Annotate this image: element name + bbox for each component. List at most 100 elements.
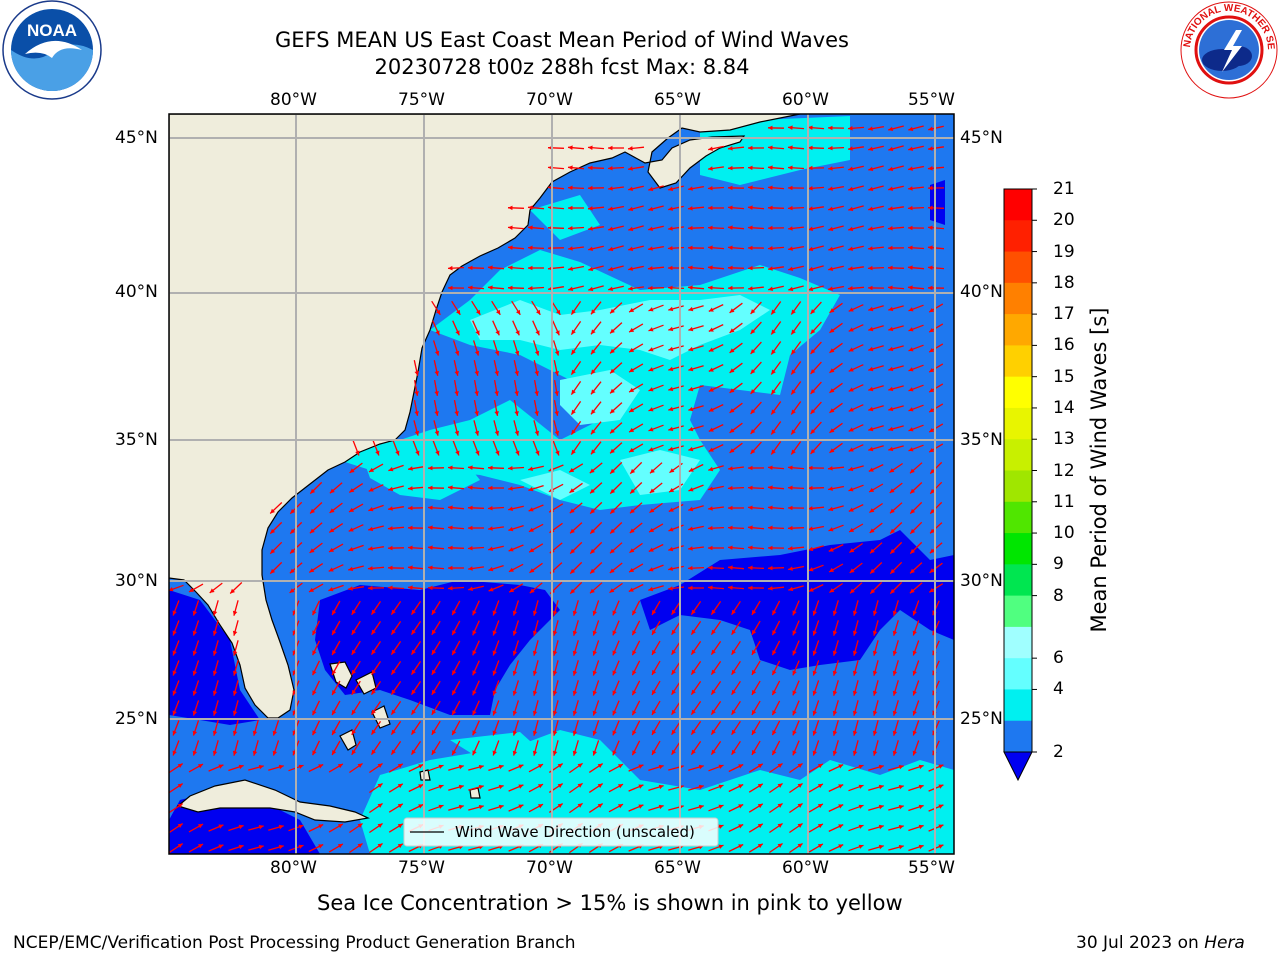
wind-wave-arrowhead [788, 185, 793, 191]
wind-wave-arrowhead [728, 505, 733, 511]
wind-wave-arrowhead [808, 246, 814, 252]
wind-wave-arrowhead [938, 804, 944, 809]
wind-wave-arrowhead [908, 407, 914, 412]
wind-wave-arrowhead [468, 546, 473, 551]
wind-wave-arrowhead [829, 328, 835, 333]
wind-wave-arrowhead [474, 371, 479, 376]
wind-wave-arrowhead [512, 670, 518, 676]
wind-wave-arrowhead [930, 468, 936, 474]
wind-wave-arrowhead [592, 670, 597, 676]
wind-wave-arrowhead [571, 409, 576, 415]
wind-wave-arrowhead [508, 285, 513, 291]
wind-wave-arrowhead [711, 629, 716, 635]
wind-wave-arrowhead [332, 690, 337, 695]
wind-wave-arrowhead [768, 246, 773, 251]
wind-wave-arrowhead [691, 649, 696, 655]
wind-wave-arrowhead [748, 145, 753, 151]
wind-wave-arrowhead [918, 784, 924, 790]
wind-wave-arrowhead [668, 326, 674, 332]
wind-wave-arrowhead [632, 670, 637, 676]
wind-wave-arrowhead [777, 783, 783, 788]
wind-wave-arrowhead [495, 330, 500, 336]
wind-wave-arrowhead [817, 763, 823, 769]
wind-wave-arrowhead [918, 844, 924, 850]
wind-wave-arrowhead [368, 566, 373, 571]
wind-wave-arrowhead [768, 485, 773, 490]
wind-wave-arrowhead [708, 545, 713, 551]
colorbar-band [1004, 189, 1032, 221]
wind-wave-arrowhead [448, 505, 453, 510]
colorbar-tick-label: 12 [1053, 460, 1075, 481]
wind-wave-arrowhead [414, 391, 419, 396]
wind-wave-arrowhead [731, 669, 736, 675]
wind-wave-arrowhead [868, 386, 874, 392]
wind-wave-arrowhead [371, 669, 376, 675]
wind-wave-arrowhead [612, 690, 617, 696]
wind-wave-arrowhead [212, 650, 218, 656]
wind-wave-arrowhead [708, 525, 713, 531]
wind-wave-arrowhead [455, 330, 460, 336]
wind-wave-arrowhead [671, 629, 676, 635]
wind-wave-arrowhead [532, 730, 538, 736]
wind-wave-arrowhead [688, 346, 694, 352]
wind-wave-arrowhead [892, 670, 898, 676]
wind-wave-arrowhead [428, 585, 433, 591]
wind-wave-arrowhead [312, 650, 317, 656]
wind-wave-arrowhead [908, 126, 914, 132]
wind-wave-arrowhead [652, 649, 657, 655]
wind-wave-arrowhead [452, 730, 457, 736]
wind-wave-arrowhead [671, 729, 676, 735]
wind-wave-arrowhead [777, 763, 783, 768]
wind-wave-arrowhead [492, 610, 497, 616]
wind-wave-arrowhead [852, 650, 858, 656]
wind-wave-arrowhead [848, 407, 854, 412]
wind-wave-arrowhead [468, 586, 473, 591]
wind-wave-arrowhead [808, 506, 813, 511]
wind-wave-arrowhead [868, 265, 873, 271]
lon-label-top-80w: 80°W [270, 90, 317, 110]
wind-wave-arrowhead [668, 406, 674, 412]
wind-wave-arrowhead [572, 750, 578, 756]
wind-wave-arrowhead [731, 729, 736, 735]
wind-wave-arrowhead [431, 689, 437, 695]
wind-wave-arrowhead [428, 565, 433, 570]
wind-wave-arrowhead [930, 488, 936, 494]
wind-wave-arrowhead [218, 824, 224, 829]
wind-wave-arrowhead [748, 265, 753, 271]
wind-wave-arrowhead [397, 843, 403, 849]
wind-wave-arrowhead [668, 507, 674, 512]
colorbar-band [1004, 470, 1032, 503]
wind-wave-arrowhead [691, 669, 696, 675]
wind-wave-arrowhead [592, 730, 597, 736]
wind-wave-arrowhead [872, 690, 878, 696]
wind-wave-arrowhead [810, 429, 816, 434]
wind-wave-arrowhead [355, 450, 360, 456]
wind-wave-arrowhead [592, 690, 597, 696]
wind-wave-arrowhead [792, 730, 797, 736]
wind-wave-arrowhead [668, 586, 673, 591]
wind-wave-arrowhead [588, 145, 593, 150]
wind-wave-arrowhead [472, 730, 477, 736]
lat-label-right-40n: 40°N [960, 282, 1003, 302]
wind-wave-arrowhead [212, 610, 218, 616]
wind-wave-arrowhead [708, 585, 713, 590]
wind-wave-arrowhead [610, 368, 615, 374]
wind-wave-arrowhead [452, 610, 457, 616]
wind-wave-arrowhead [849, 527, 855, 532]
wind-wave-arrowhead [708, 245, 713, 250]
wind-wave-arrowhead [828, 186, 833, 191]
wind-wave-arrowhead [172, 630, 177, 636]
wind-wave-arrowhead [771, 429, 776, 435]
wind-wave-arrowhead [588, 165, 593, 171]
wind-wave-arrowhead [408, 486, 413, 491]
wind-wave-arrowhead [476, 309, 481, 315]
wind-wave-arrowhead [348, 527, 354, 532]
wind-wave-arrowhead [508, 567, 514, 572]
wind-wave-arrowhead [592, 630, 597, 636]
wind-wave-arrowhead [852, 610, 858, 616]
wind-wave-arrowhead [708, 347, 714, 352]
wind-wave-arrowhead [688, 285, 693, 290]
noaa-logo: NOAA [2, 0, 102, 100]
lon-label-top-70w: 70°W [526, 90, 573, 110]
wind-wave-arrowhead [532, 670, 538, 676]
